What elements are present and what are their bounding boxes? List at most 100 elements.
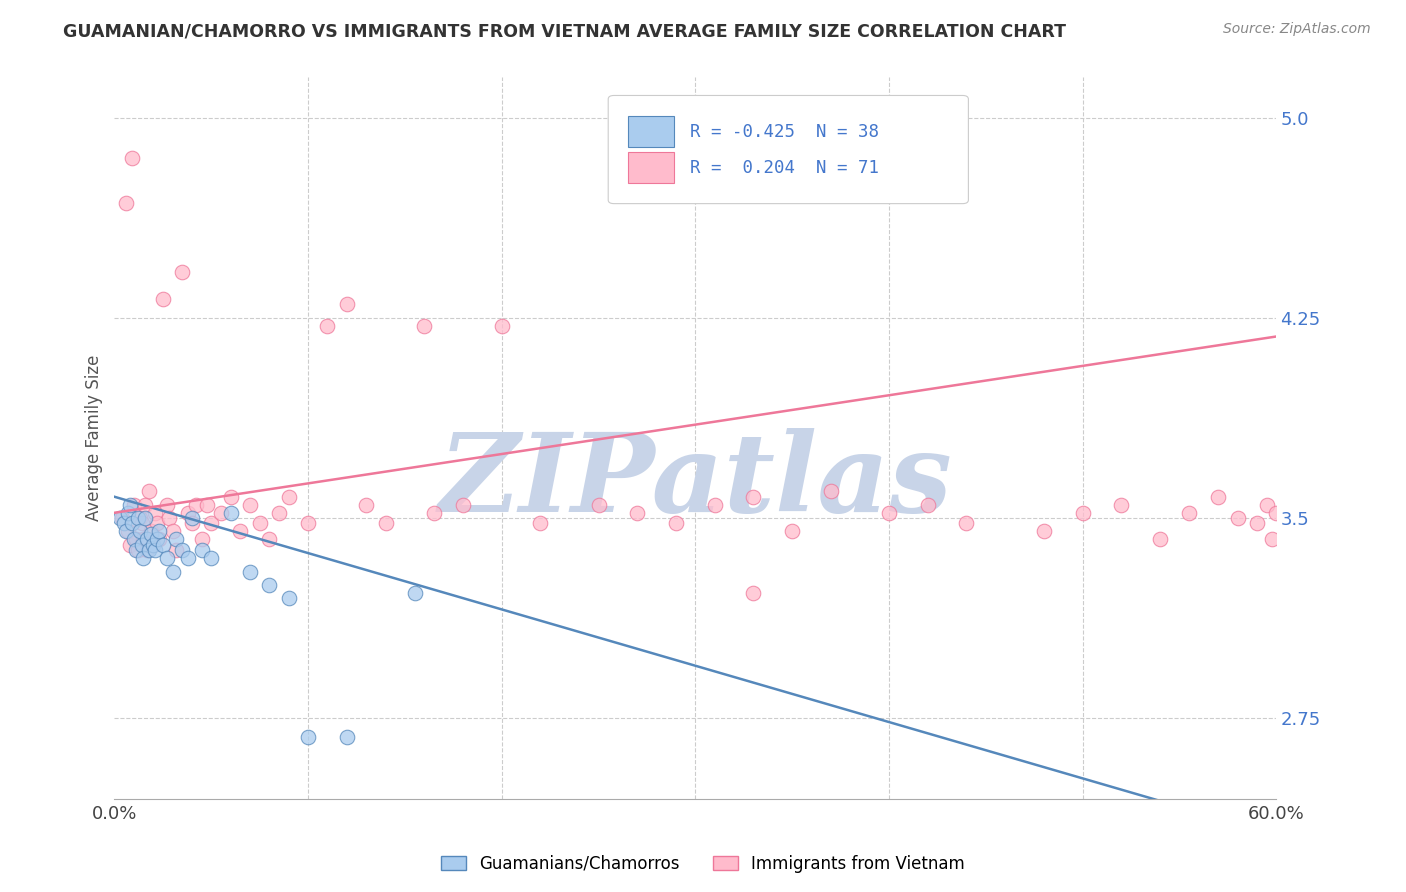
Point [177, 506, 200, 520]
Point [1149, 533, 1171, 547]
Point [165, 543, 187, 558]
Point [1178, 506, 1201, 520]
Point [180, 511, 202, 525]
Point [955, 516, 977, 531]
Point [297, 730, 319, 744]
Point [132, 533, 155, 547]
Point [190, 533, 212, 547]
Point [229, 524, 252, 539]
Point [1226, 511, 1249, 525]
Point [110, 511, 132, 525]
Y-axis label: Average Family Size: Average Family Size [86, 355, 103, 521]
Point [122, 498, 145, 512]
Point [1052, 858, 1074, 872]
Point [297, 516, 319, 531]
Text: ZIPatlas: ZIPatlas [439, 427, 952, 535]
FancyBboxPatch shape [609, 95, 969, 203]
Point [134, 498, 156, 512]
Point [1261, 533, 1284, 547]
Point [115, 196, 138, 211]
Point [423, 506, 446, 520]
Point [1256, 498, 1278, 512]
Point [122, 533, 145, 547]
Point [148, 533, 170, 547]
Point [267, 506, 290, 520]
Point [180, 516, 202, 531]
Point [1032, 524, 1054, 539]
Point [132, 551, 155, 566]
Point [118, 538, 141, 552]
Point [117, 506, 139, 520]
Point [141, 527, 163, 541]
Point [136, 543, 159, 558]
Point [162, 565, 184, 579]
Point [209, 506, 232, 520]
Point [156, 551, 179, 566]
Point [118, 498, 141, 512]
Point [249, 516, 271, 531]
Point [316, 318, 339, 333]
FancyBboxPatch shape [628, 116, 675, 146]
Point [1265, 506, 1288, 520]
Point [112, 516, 135, 531]
Point [1246, 516, 1268, 531]
Point [404, 586, 426, 600]
Point [121, 516, 143, 531]
Point [141, 524, 163, 539]
Point [529, 516, 551, 531]
Point [162, 524, 184, 539]
Point [128, 524, 150, 539]
Text: GUAMANIAN/CHAMORRO VS IMMIGRANTS FROM VIETNAM AVERAGE FAMILY SIZE CORRELATION CH: GUAMANIAN/CHAMORRO VS IMMIGRANTS FROM VI… [63, 22, 1066, 40]
Point [142, 538, 165, 552]
Point [277, 591, 299, 606]
Point [136, 533, 159, 547]
Point [117, 524, 139, 539]
Point [219, 490, 242, 504]
Point [165, 533, 187, 547]
FancyBboxPatch shape [628, 153, 675, 183]
Point [239, 565, 262, 579]
Point [354, 498, 377, 512]
Text: Source: ZipAtlas.com: Source: ZipAtlas.com [1223, 22, 1371, 37]
Point [491, 318, 513, 333]
Point [703, 498, 725, 512]
Point [588, 498, 610, 512]
Point [121, 151, 143, 165]
Point [148, 524, 170, 539]
Point [917, 498, 939, 512]
Point [146, 533, 169, 547]
Point [277, 490, 299, 504]
Point [1206, 490, 1229, 504]
Point [172, 265, 194, 279]
Point [125, 543, 148, 558]
Point [1111, 498, 1133, 512]
Point [131, 516, 153, 531]
Point [200, 516, 222, 531]
Point [259, 578, 281, 592]
Point [143, 506, 166, 520]
Text: R =  0.204  N = 71: R = 0.204 N = 71 [689, 159, 879, 177]
Point [111, 511, 134, 525]
Point [152, 292, 174, 306]
Point [157, 511, 180, 525]
Point [374, 516, 396, 531]
Point [451, 498, 474, 512]
Point [336, 297, 359, 311]
Point [820, 484, 842, 499]
Point [239, 498, 262, 512]
Point [665, 516, 688, 531]
Point [195, 498, 218, 512]
Point [780, 524, 803, 539]
Point [742, 490, 765, 504]
Point [259, 533, 281, 547]
Point [125, 533, 148, 547]
Legend: Guamanians/Chamorros, Immigrants from Vietnam: Guamanians/Chamorros, Immigrants from Vi… [434, 848, 972, 880]
Point [128, 511, 150, 525]
Point [877, 506, 900, 520]
Point [219, 506, 242, 520]
Point [172, 543, 194, 558]
Point [742, 586, 765, 600]
Point [146, 516, 169, 531]
Point [138, 484, 160, 499]
Point [142, 538, 165, 552]
